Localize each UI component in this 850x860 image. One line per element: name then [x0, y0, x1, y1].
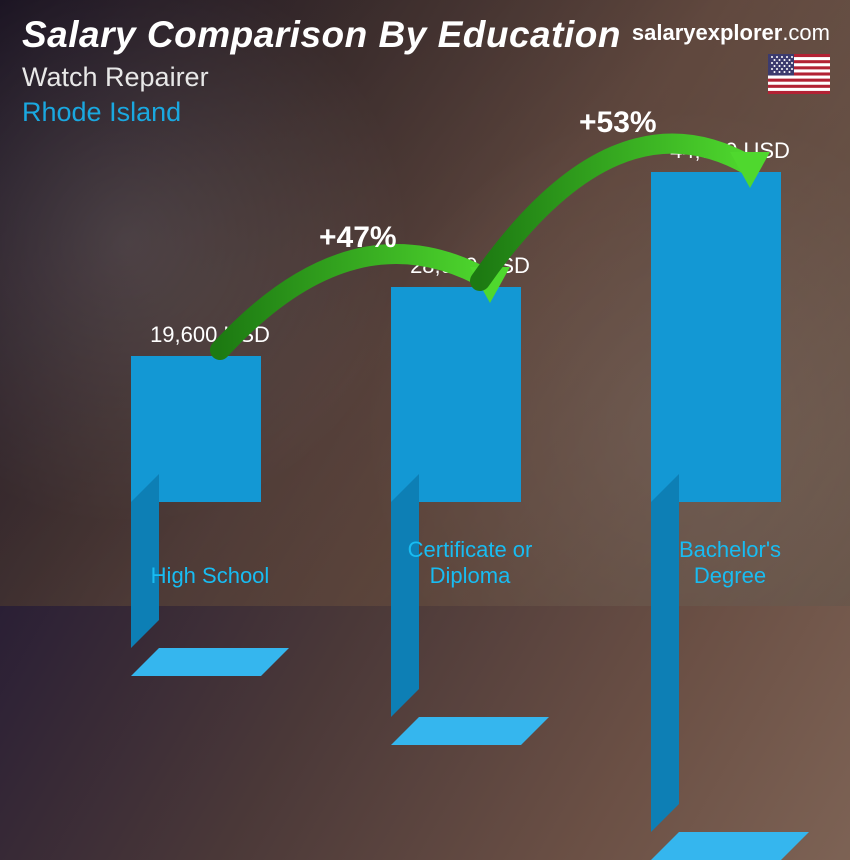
bar-value-label: 28,900 USD	[410, 253, 530, 279]
bar-side	[391, 474, 419, 717]
bar-side	[131, 474, 159, 648]
bar-category-label: Certificate orDiploma	[360, 537, 580, 588]
bar-side	[651, 474, 679, 832]
chart-title: Salary Comparison By Education	[22, 14, 621, 56]
brand-suffix: .com	[782, 20, 830, 45]
flag-icon	[768, 54, 830, 94]
bar-top	[651, 832, 809, 860]
brand-name: salaryexplorer	[632, 20, 782, 45]
bar-category-label: High School	[100, 563, 320, 588]
chart-subtitle: Watch Repairer	[22, 62, 621, 93]
bar-top	[131, 648, 289, 676]
growth-pct-label: +47%	[319, 221, 397, 255]
bar-value-label: 44,300 USD	[670, 138, 790, 164]
bar-front	[391, 287, 521, 502]
bar-front	[651, 172, 781, 502]
bar-top	[391, 717, 549, 745]
bar-category-label: Bachelor'sDegree	[620, 537, 840, 588]
bar-front	[131, 356, 261, 502]
bar-chart: 19,600 USD High School 28,900 USD Certifica…	[40, 118, 790, 588]
growth-pct-label: +53%	[579, 106, 657, 140]
brand-logo: salaryexplorer.com	[632, 20, 830, 46]
header: Salary Comparison By Education Watch Rep…	[22, 14, 621, 128]
bar-value-label: 19,600 USD	[150, 322, 270, 348]
